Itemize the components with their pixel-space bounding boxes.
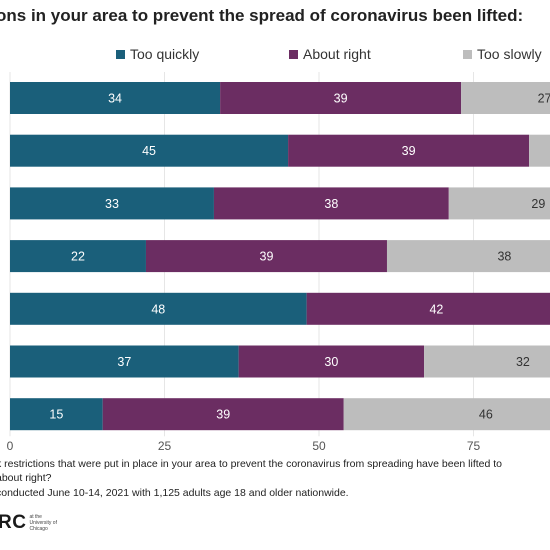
bar-row-5-about-right [306,292,550,325]
bar-row-4-too-quickly [10,240,146,273]
bar-row-1-about-right [220,82,462,114]
legend-swatch-too-quickly [116,49,125,59]
data-label-row-4-about-right: 39 [260,250,274,264]
bar-row-5-too-quickly [10,292,307,325]
footnote-question-line-1: k restrictions that were put in place in… [0,458,503,470]
data-label-row-3-too-slowly: 29 [531,197,545,211]
footnote-methodology: conducted June 10-14, 2021 with 1,125 ad… [0,487,349,499]
data-label-row-5-too-quickly: 48 [151,302,165,316]
bar-row-1-too-quickly [10,82,221,114]
logo-subtext: at the University of Chicago [29,514,57,532]
legend-item-about-right: About right [289,46,371,62]
legend-swatch-too-slowly [463,49,472,59]
bar-row-6-too-quickly [10,345,239,378]
logo-text: RC [0,512,27,533]
data-label-row-7-too-slowly: 46 [479,408,493,422]
bar-row-7-too-quickly [10,398,103,431]
bar-row-3-about-right [213,187,449,220]
bar-row-2-too-quickly [10,134,289,167]
data-label-row-4-too-slowly: 38 [497,250,511,264]
legend: Too quickly About right Too slowly [0,46,550,64]
bar-row-7-too-slowly [343,398,550,431]
bar-row-3-too-slowly [448,187,550,220]
legend-label-about-right: About right [303,46,371,62]
bar-row-1-too-slowly [461,82,550,114]
bar-row-2-too-slowly [529,134,550,167]
data-label-row-6-too-quickly: 37 [117,355,131,369]
data-label-row-3-too-quickly: 33 [105,197,119,211]
legend-label-too-slowly: Too slowly [477,46,542,62]
x-tick-label-0: 0 [7,439,14,453]
bar-row-4-too-slowly [386,240,550,273]
legend-item-too-quickly: Too quickly [116,46,199,62]
x-tick-label-75: 75 [467,439,481,453]
data-label-row-1-too-quickly: 34 [108,92,122,106]
stacked-bar-chart: 34 39 27 45 39 33 38 29 22 39 38 48 42 37 30 32 15 39 46 0 2… [7,72,550,453]
data-label-row-7-too-quickly: 15 [49,408,63,422]
data-label-row-5-about-right: 42 [429,302,443,316]
bar-row-6-about-right [238,345,425,378]
bar-row-4-about-right [145,240,387,273]
bar-row-7-about-right [102,398,344,431]
x-tick-label-25: 25 [158,439,172,453]
data-label-row-1-about-right: 39 [334,92,348,106]
footnote-question-line-2: about right? [0,472,52,484]
chart-title: ons in your area to prevent the spread o… [0,6,524,25]
legend-item-too-slowly: Too slowly [463,46,542,62]
legend-swatch-about-right [289,49,298,59]
legend-label-too-quickly: Too quickly [130,46,200,62]
data-label-row-6-about-right: 30 [324,355,338,369]
bar-row-6-too-slowly [424,345,550,378]
data-label-row-2-too-quickly: 45 [142,144,156,158]
data-label-row-7-about-right: 39 [216,408,230,422]
logo: RC at the University of Chicago [0,512,57,534]
data-label-row-4-too-quickly: 22 [71,250,85,264]
data-label-row-3-about-right: 38 [324,197,338,211]
bar-row-2-about-right [288,134,530,167]
data-label-row-6-too-slowly: 32 [516,355,530,369]
data-label-row-2-about-right: 39 [402,144,416,158]
x-tick-label-50: 50 [312,439,326,453]
bar-row-3-too-quickly [10,187,214,220]
data-label-row-1-too-slowly: 27 [538,92,550,106]
